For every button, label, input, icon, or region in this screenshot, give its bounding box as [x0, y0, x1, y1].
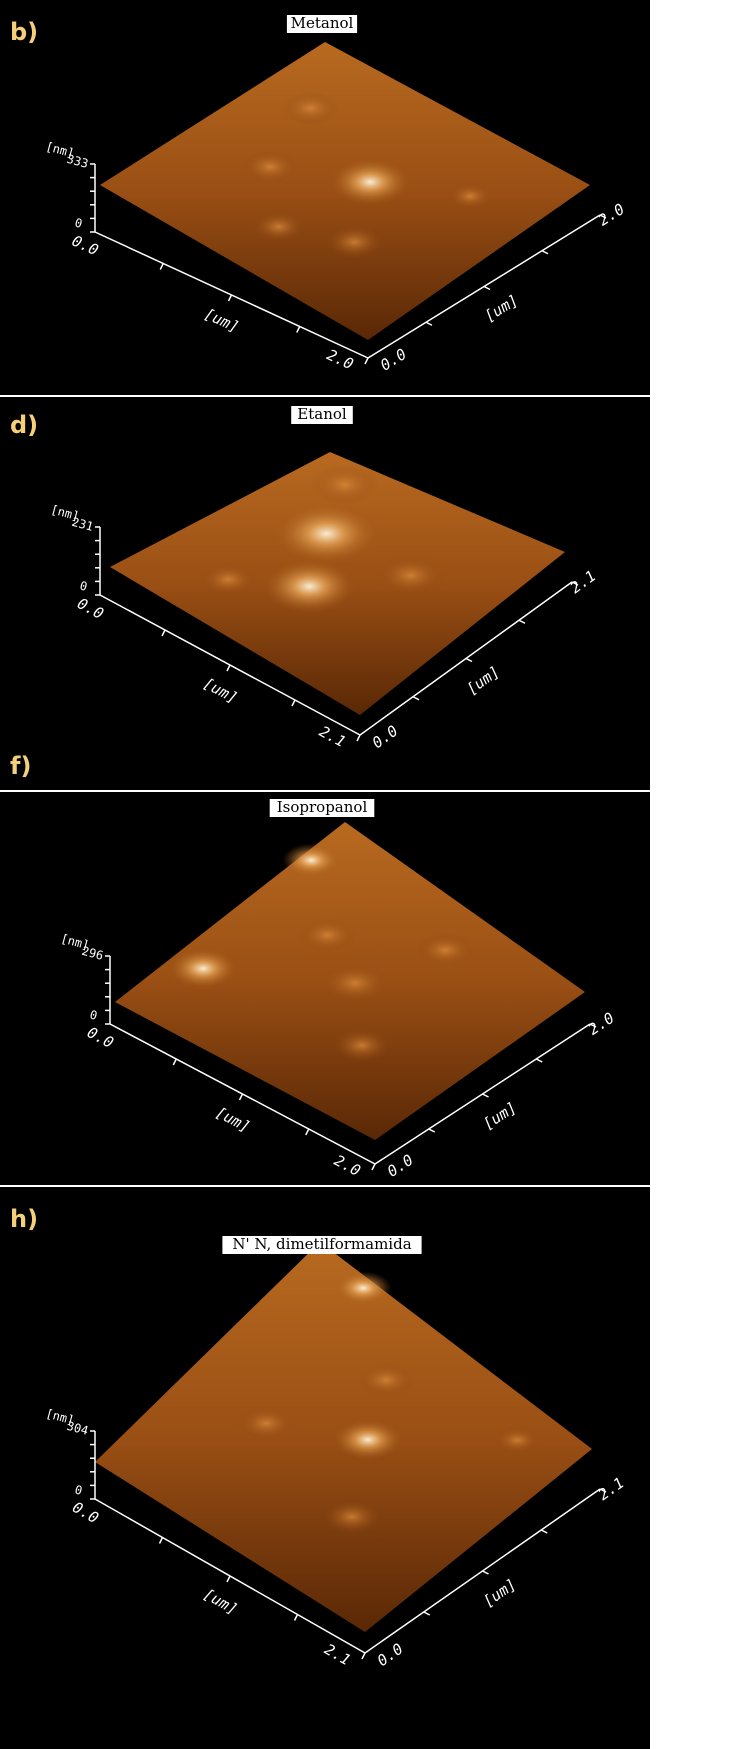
surface-feature [357, 1363, 414, 1396]
surface-feature [200, 563, 257, 596]
surface-feature [238, 1407, 295, 1440]
panel-title: N' N, dimetilformamida [232, 1235, 411, 1253]
afm-panel: h)N' N, dimetilformamida[nm]30400.0[um]2… [0, 1187, 650, 1749]
surface-feature [335, 1271, 392, 1304]
surface-feature [417, 934, 474, 967]
surface-feature [169, 949, 238, 989]
panel-title: Isopropanol [277, 798, 368, 816]
surface-feature [494, 1427, 540, 1454]
figure: b)Metanol[nm]33300.0[um]2.00.0[um]2.0d)E… [0, 0, 730, 1749]
surface-feature [241, 150, 298, 183]
surface-feature [253, 212, 304, 242]
surface-feature [323, 1500, 380, 1533]
panel-label: h) [10, 1205, 38, 1233]
panel-title: Etanol [297, 405, 347, 423]
panel-label: f) [10, 752, 31, 780]
panel-label: d) [10, 411, 38, 439]
surface-feature [283, 844, 340, 877]
surface-feature [326, 225, 383, 258]
surface-feature [299, 919, 356, 952]
surface-feature [330, 159, 410, 206]
panel-title: Metanol [291, 14, 354, 32]
panel-label: b) [10, 18, 38, 46]
surface-feature [275, 504, 378, 564]
surface-feature [264, 560, 356, 613]
surface-feature [310, 465, 379, 505]
surface-feature [447, 183, 493, 210]
surface-feature [282, 92, 339, 125]
surface-feature [334, 1420, 403, 1460]
surface-feature [333, 1029, 390, 1062]
surface-feature [376, 555, 445, 595]
surface-feature [321, 963, 390, 1003]
